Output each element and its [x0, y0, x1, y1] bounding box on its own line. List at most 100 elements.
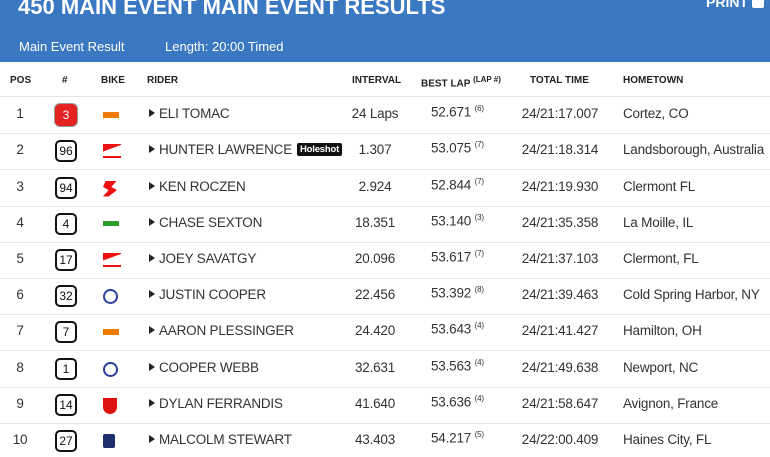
rider-number: 32	[55, 285, 77, 308]
pos: 10	[12, 431, 28, 447]
expand-arrow	[149, 398, 155, 407]
rider-name: ELI TOMAC	[159, 106, 230, 122]
best-lap-time: 52.844	[431, 177, 472, 192]
pos: 1	[16, 106, 24, 122]
pos: 8	[16, 359, 24, 375]
best-lap: 52.671 (6)	[431, 104, 484, 120]
col-pos: POS	[10, 75, 32, 86]
interval: 1.307	[358, 142, 392, 158]
total-time: 24/21:39.463	[521, 287, 599, 303]
lap-number: (4)	[474, 357, 484, 367]
hometown: Newport, NC	[623, 359, 699, 375]
hometown: La Moille, IL	[623, 214, 694, 230]
hometown: Clermont, FL	[623, 250, 699, 266]
expand-arrow	[149, 109, 155, 118]
interval: 22.456	[354, 287, 396, 303]
rider: CHASE SEXTON	[149, 215, 262, 230]
best-lap: 54.217 (5)	[431, 430, 484, 446]
lap-number: (5)	[474, 429, 484, 439]
expand-arrow	[149, 217, 155, 226]
total-time: 24/21:19.930	[521, 178, 599, 194]
lap-number: (7)	[474, 176, 484, 186]
interval: 43.403	[354, 431, 396, 447]
col-interval: INTERVAL	[352, 75, 402, 86]
row-rule	[0, 133, 770, 135]
rider: AARON PLESSINGER	[149, 323, 294, 338]
bike-icon	[103, 361, 118, 377]
row-rule	[0, 350, 770, 352]
rider: HUNTER LAWRENCE Holeshot	[149, 142, 343, 157]
lap-number: (4)	[474, 321, 484, 331]
rider: JUSTIN COOPER	[149, 287, 266, 302]
total-time: 24/21:18.314	[521, 142, 599, 158]
rider-name: JOEY SAVATGY	[159, 250, 257, 266]
rider-name: AARON PLESSINGER	[159, 323, 294, 339]
interval: 2.924	[358, 178, 392, 194]
bike-icon	[103, 252, 121, 267]
bike-icon	[103, 329, 119, 336]
interval: 20.096	[354, 250, 396, 266]
col-best-lap: BEST LAP (LAP #)	[421, 75, 501, 89]
print-button[interactable]: PRINT	[706, 0, 764, 10]
pos: 7	[16, 323, 24, 339]
hometown: Landsborough, Australia	[623, 142, 765, 158]
hometown: Cortez, CO	[623, 106, 689, 122]
rider: JOEY SAVATGY	[149, 251, 256, 266]
rider-number: 94	[55, 176, 77, 199]
lap-number: (8)	[474, 285, 484, 295]
holeshot-badge: Holeshot	[297, 143, 343, 157]
row-rule	[0, 314, 770, 316]
pos: 2	[16, 142, 24, 158]
best-lap-label: BEST LAP	[421, 78, 471, 90]
rider: MALCOLM STEWART	[149, 432, 292, 447]
expand-arrow	[149, 362, 155, 371]
expand-arrow	[149, 434, 155, 443]
page-title: 450 MAIN EVENT MAIN EVENT RESULTS	[18, 0, 446, 19]
interval: 24 Laps	[351, 106, 399, 122]
length: Length: 20:00 Timed	[165, 39, 284, 54]
bike-icon	[103, 289, 118, 305]
lap-number: (3)	[474, 212, 484, 222]
rider-number: 1	[55, 357, 77, 380]
bike-icon	[103, 397, 117, 414]
best-lap-time: 53.563	[431, 358, 472, 373]
expand-arrow	[149, 145, 155, 154]
best-lap-time: 54.217	[431, 430, 472, 446]
best-lap-time: 53.643	[431, 321, 472, 337]
rider: COOPER WEBB	[149, 360, 259, 375]
header-band	[0, 0, 770, 62]
col-bike: BIKE	[101, 75, 125, 86]
bike-icon	[103, 112, 119, 119]
best-lap: 53.636 (4)	[431, 394, 484, 410]
best-lap-time: 52.671	[431, 104, 472, 120]
row-rule	[0, 422, 770, 424]
rider-number: 3	[55, 104, 77, 127]
total-time: 24/21:17.007	[521, 106, 599, 122]
lap-number: (4)	[474, 393, 484, 403]
total-time: 24/21:37.103	[521, 250, 599, 266]
rider: ELI TOMAC	[149, 106, 230, 122]
total-time: 24/21:41.427	[521, 323, 599, 339]
row-rule	[0, 241, 770, 243]
total-time: 24/21:49.638	[521, 359, 599, 375]
best-lap: 53.075 (7)	[431, 140, 484, 156]
col-total-time: TOTAL TIME	[530, 75, 589, 86]
print-label[interactable]: PRINT	[706, 0, 748, 10]
lap-number: (6)	[474, 104, 484, 114]
best-lap: 52.844 (7)	[431, 177, 484, 193]
row-rule	[0, 278, 770, 279]
pos: 6	[16, 287, 24, 303]
pos: 4	[16, 214, 24, 230]
total-time: 24/21:58.647	[521, 395, 599, 411]
best-lap-time: 53.392	[431, 285, 472, 301]
hometown: Avignon, France	[623, 395, 719, 411]
rider-name: COOPER WEBB	[159, 359, 259, 375]
expand-arrow	[149, 181, 155, 190]
rider-name: MALCOLM STEWART	[159, 431, 292, 447]
hometown: Clermont FL	[623, 178, 696, 194]
bike-icon	[103, 433, 115, 448]
rider: DYLAN FERRANDIS	[149, 396, 283, 411]
expand-arrow	[149, 253, 155, 262]
rider-number: 96	[55, 140, 77, 163]
